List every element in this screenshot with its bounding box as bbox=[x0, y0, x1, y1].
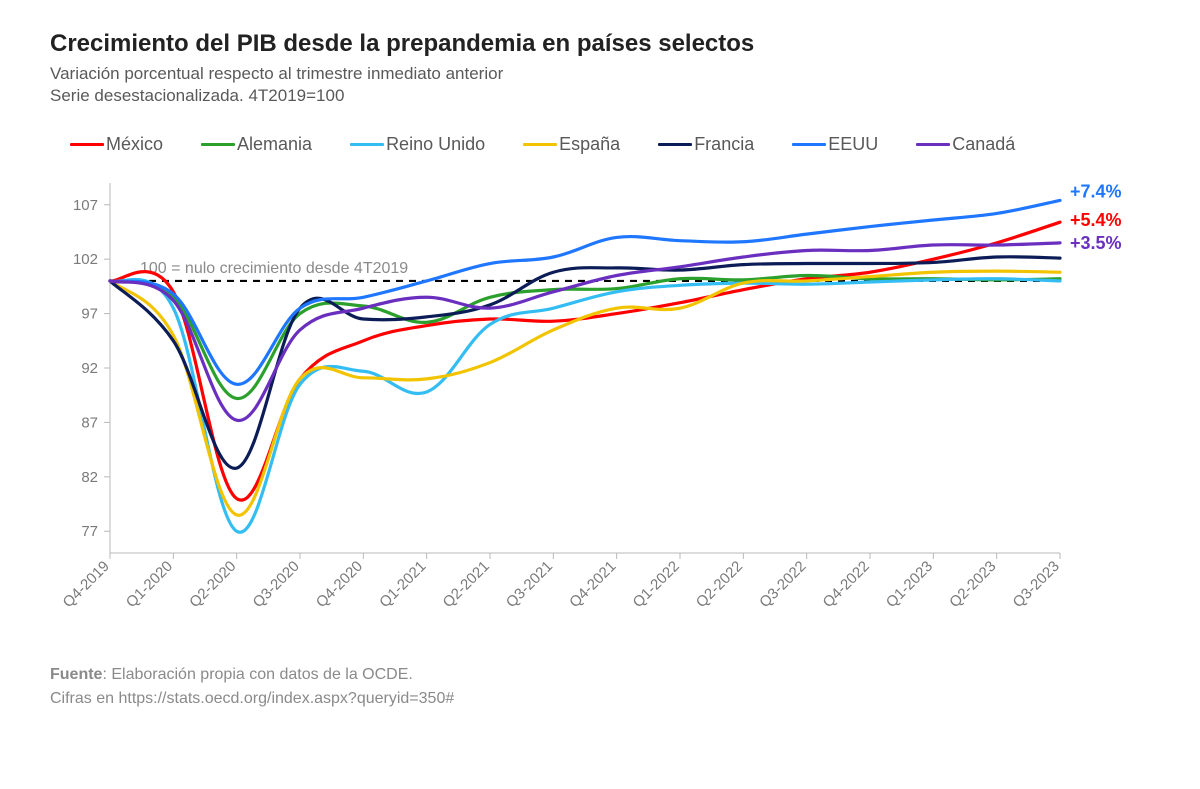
legend-swatch bbox=[916, 143, 950, 147]
legend-swatch bbox=[201, 143, 235, 147]
legend-item: España bbox=[523, 134, 620, 155]
legend-item: México bbox=[70, 134, 163, 155]
svg-text:92: 92 bbox=[81, 360, 98, 377]
source-text-1: : Elaboración propia con datos de la OCD… bbox=[102, 666, 412, 683]
series-line bbox=[110, 275, 1060, 398]
legend-item: EEUU bbox=[792, 134, 878, 155]
legend-label: España bbox=[559, 134, 620, 155]
legend-swatch bbox=[523, 143, 557, 147]
x-tick-label: Q3-2022 bbox=[756, 558, 809, 611]
svg-text:77: 77 bbox=[81, 523, 98, 540]
series-line bbox=[110, 200, 1060, 384]
x-tick-label: Q3-2021 bbox=[503, 558, 556, 611]
svg-text:87: 87 bbox=[81, 414, 98, 431]
chart-subtitle-2: Serie desestacionalizada. 4T2019=100 bbox=[50, 86, 1150, 106]
legend-label: EEUU bbox=[828, 134, 878, 155]
legend-item: Reino Unido bbox=[350, 134, 485, 155]
legend-item: Canadá bbox=[916, 134, 1015, 155]
x-tick-label: Q2-2020 bbox=[186, 558, 239, 611]
legend-label: Alemania bbox=[237, 134, 312, 155]
legend-swatch bbox=[658, 143, 692, 147]
x-tick-label: Q1-2021 bbox=[376, 558, 429, 611]
chart-source: Fuente: Elaboración propia con datos de … bbox=[50, 663, 1150, 711]
legend-item: Alemania bbox=[201, 134, 312, 155]
x-tick-label: Q1-2020 bbox=[123, 558, 176, 611]
svg-text:102: 102 bbox=[73, 251, 98, 268]
legend-swatch bbox=[350, 143, 384, 147]
x-tick-label: Q3-2020 bbox=[250, 558, 303, 611]
x-tick-label: Q2-2022 bbox=[693, 558, 746, 611]
source-text-2: Cifras en https://stats.oecd.org/index.a… bbox=[50, 687, 1150, 711]
legend-label: Reino Unido bbox=[386, 134, 485, 155]
x-tick-label: Q4-2021 bbox=[566, 558, 619, 611]
chart-subtitle-1: Variación porcentual respecto al trimest… bbox=[50, 64, 1150, 84]
legend-label: Canadá bbox=[952, 134, 1015, 155]
x-tick-label: Q2-2023 bbox=[946, 558, 999, 611]
chart-title: Crecimiento del PIB desde la prepandemia… bbox=[50, 30, 1150, 58]
x-tick-label: Q4-2020 bbox=[313, 558, 366, 611]
x-tick-label: Q4-2019 bbox=[60, 558, 113, 611]
legend-swatch bbox=[70, 143, 104, 147]
legend-item: Francia bbox=[658, 134, 754, 155]
legend-label: Francia bbox=[694, 134, 754, 155]
legend-swatch bbox=[792, 143, 826, 147]
x-tick-label: Q1-2023 bbox=[883, 558, 936, 611]
x-tick-label: Q2-2021 bbox=[440, 558, 493, 611]
svg-text:97: 97 bbox=[81, 306, 98, 323]
series-end-label: +5.4% bbox=[1070, 210, 1122, 230]
series-end-label: +3.5% bbox=[1070, 233, 1122, 253]
line-chart: 7782879297102107Q4-2019Q1-2020Q2-2020Q3-… bbox=[50, 163, 1150, 643]
series-line bbox=[110, 271, 1060, 515]
svg-text:107: 107 bbox=[73, 197, 98, 214]
x-tick-label: Q3-2023 bbox=[1010, 558, 1063, 611]
chart-legend: México Alemania Reino Unido España Francia EE… bbox=[70, 134, 1150, 155]
reference-line-label: 100 = nulo crecimiento desde 4T2019 bbox=[140, 260, 408, 277]
legend-label: México bbox=[106, 134, 163, 155]
svg-text:82: 82 bbox=[81, 469, 98, 486]
x-tick-label: Q1-2022 bbox=[630, 558, 683, 611]
source-label: Fuente bbox=[50, 666, 102, 683]
x-tick-label: Q4-2022 bbox=[820, 558, 873, 611]
series-end-label: +7.4% bbox=[1070, 181, 1122, 201]
